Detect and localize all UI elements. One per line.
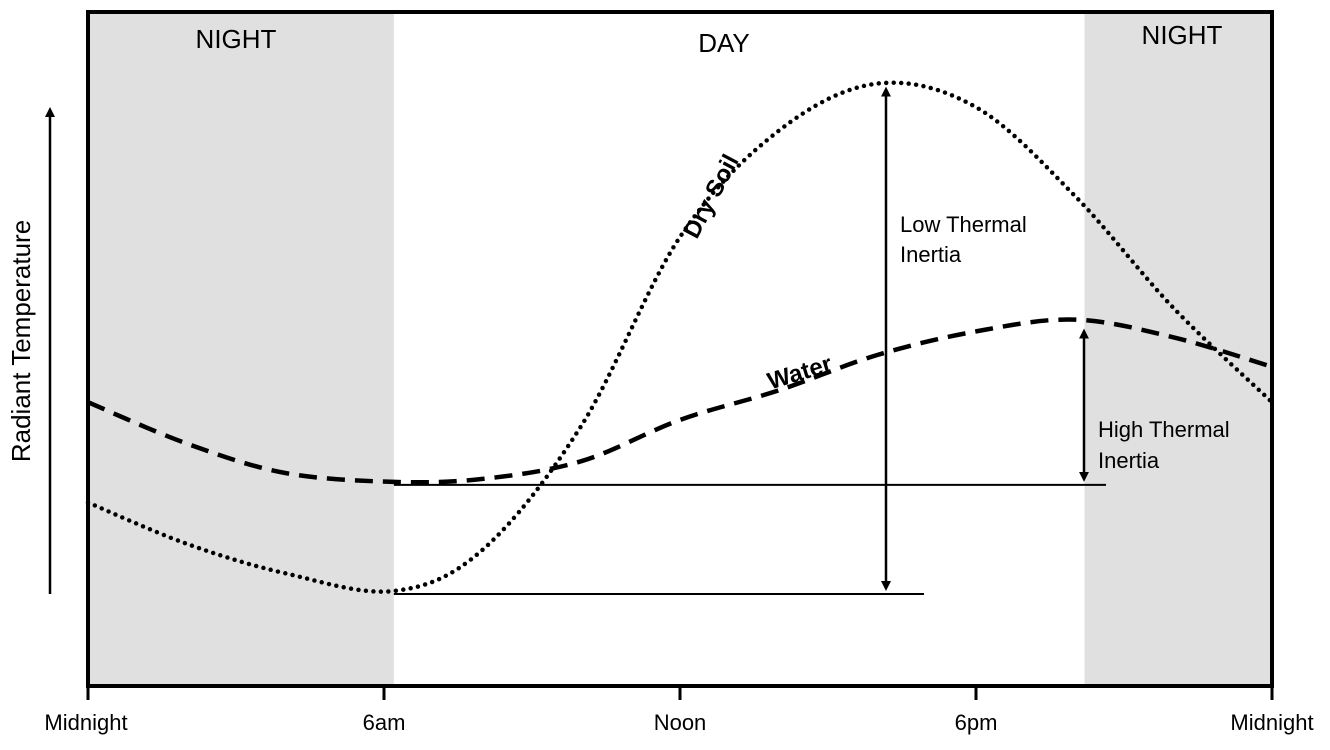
night-band-right (1084, 12, 1272, 686)
series-label-dry-soil: Dry Soil (678, 150, 744, 243)
annotation-high-thermal-line1: High Thermal (1098, 417, 1230, 442)
x-tick-label: Noon (654, 710, 707, 735)
annotation-high-thermal-line2: Inertia (1098, 448, 1160, 473)
x-tick-label: Midnight (1230, 710, 1313, 735)
series-label-water: Water (764, 350, 835, 395)
y-axis-label: Radiant Temperature (6, 220, 36, 462)
x-tick-label: 6am (363, 710, 406, 735)
x-axis-ticks: Midnight 6am Noon 6pm Midnight (44, 686, 1314, 735)
annotation-low-thermal-line2: Inertia (900, 242, 962, 267)
series-line-water (87, 317, 1273, 485)
night-band-left (88, 12, 394, 686)
period-label-night-right: NIGHT (1142, 20, 1223, 50)
period-label-day: DAY (698, 28, 750, 58)
period-label-night-left: NIGHT (196, 24, 277, 54)
x-tick-label: Midnight (44, 710, 127, 735)
x-tick-label: 6pm (955, 710, 998, 735)
annotation-low-thermal-line1: Low Thermal (900, 212, 1027, 237)
